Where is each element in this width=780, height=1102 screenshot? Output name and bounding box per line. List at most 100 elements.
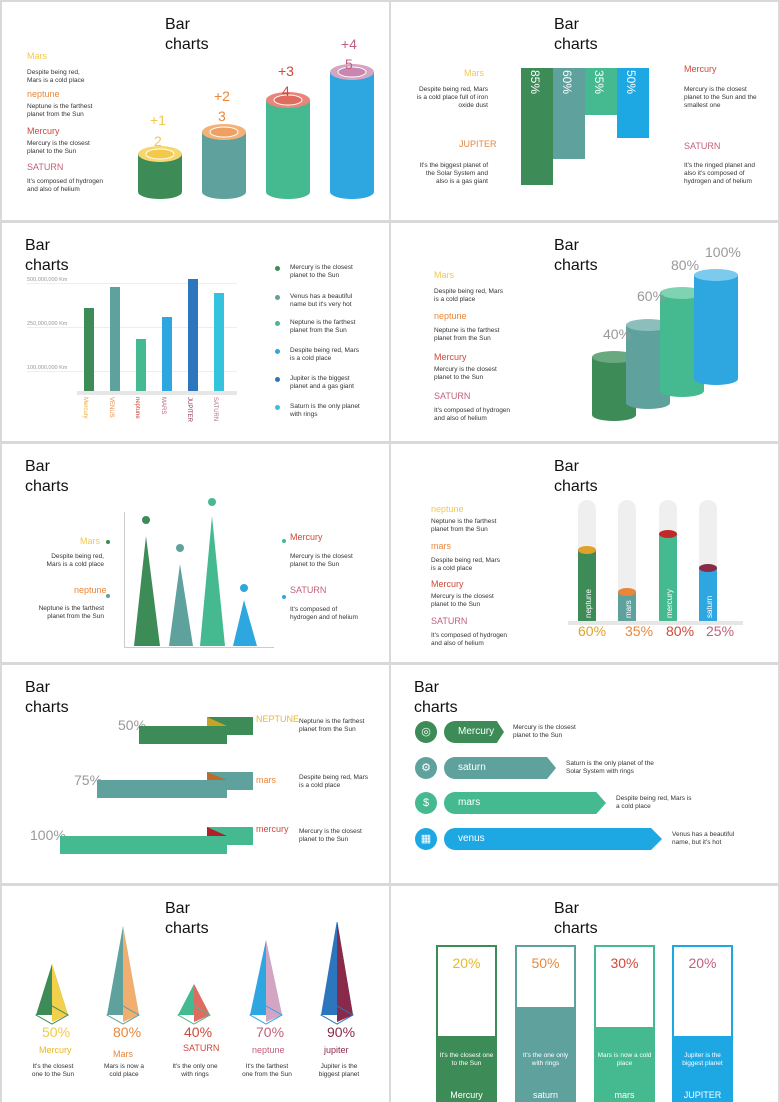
row-desc: Despite being red, Mars is a cold place bbox=[299, 774, 369, 789]
item-name: SATURN bbox=[290, 585, 327, 595]
item-desc: Mercury is the closest planet to the Sun… bbox=[684, 86, 757, 109]
item-desc: Mars is now a cold place bbox=[597, 1052, 652, 1067]
row-desc: Despite being red, Mars is a cold place bbox=[616, 795, 692, 810]
baseline bbox=[77, 391, 237, 395]
y-tick: 100,000,000 Km bbox=[27, 365, 68, 371]
value-label: 25% bbox=[706, 623, 735, 639]
slide-4: Bar charts Mars Despite being red, Mars … bbox=[391, 223, 778, 441]
item-name: mars bbox=[431, 541, 451, 551]
gridline bbox=[27, 371, 237, 372]
item-name: Mars bbox=[464, 68, 484, 78]
row-name: NEPTUNE bbox=[256, 714, 300, 724]
arrow-bar: saturn bbox=[444, 757, 556, 779]
item-name: SATURN bbox=[684, 141, 721, 151]
item-desc: Neptune is the farthest planet from the … bbox=[38, 605, 104, 620]
bar-fill bbox=[672, 1036, 733, 1088]
item-name: Mars bbox=[434, 270, 454, 280]
item-desc: It's the biggest planet of the Solar Sys… bbox=[419, 162, 488, 185]
value-label: 50% bbox=[42, 1024, 71, 1040]
bar-neptune bbox=[136, 339, 146, 391]
item-name: Mercury bbox=[684, 64, 717, 74]
baseline bbox=[568, 621, 743, 625]
value-label: 80% bbox=[666, 623, 695, 639]
slide-7: Bar charts 50% NEPTUNE Neptune is the fa… bbox=[2, 665, 389, 883]
cylinder-chart bbox=[592, 269, 738, 421]
bar-upper bbox=[207, 772, 253, 790]
slide-2: Bar charts Mars Despite being red, Mars … bbox=[391, 2, 778, 220]
item-desc: Mars is now a cold place bbox=[103, 1063, 145, 1078]
bar-3 bbox=[585, 68, 617, 115]
bar-top-label: +1 bbox=[150, 112, 166, 128]
row-desc: Venus has a beautiful name, but it's hot bbox=[672, 831, 735, 846]
slide-title: Bar charts bbox=[414, 679, 458, 716]
item-name: Mercury bbox=[290, 532, 323, 542]
marker-dot bbox=[106, 540, 110, 544]
bar-1 bbox=[521, 68, 553, 185]
item-name: SATURN bbox=[434, 391, 471, 401]
slide-title: Bar charts bbox=[554, 900, 598, 937]
bar-fill bbox=[594, 1027, 655, 1088]
bar-num: 2 bbox=[154, 133, 162, 149]
gears-icon: ⚙ bbox=[415, 757, 437, 779]
bar-num: 3 bbox=[218, 108, 226, 124]
row-desc: Mercury is the closest planet to the Sun bbox=[299, 828, 362, 843]
item-name: neptune bbox=[252, 1045, 285, 1055]
item-desc: Mercury is the closest planet to the Sun bbox=[290, 553, 353, 568]
gridline bbox=[27, 327, 237, 328]
value-label: 40% bbox=[184, 1024, 213, 1040]
legend-text: Mercury is the closest planet to the Sun bbox=[290, 264, 353, 279]
bar-num: 4 bbox=[282, 83, 290, 99]
value-label: 80% bbox=[671, 257, 700, 273]
item-desc: It's composed of hydrogen and of helium bbox=[290, 606, 358, 621]
item-desc: Neptune is the farthest planet from the … bbox=[27, 103, 93, 118]
cylinder-1 bbox=[138, 146, 182, 199]
legend-text: Jupiter is the biggest planet and a gas … bbox=[290, 375, 354, 390]
item-desc: It's composed of hydrogen and also of he… bbox=[434, 407, 511, 422]
bar-label: neptune bbox=[584, 589, 593, 618]
bar-jupiter bbox=[188, 279, 198, 391]
item-name: Mercury bbox=[39, 1045, 72, 1055]
bar-top-label: +3 bbox=[278, 63, 294, 79]
item-name: SATURN bbox=[183, 1043, 220, 1053]
item-name: Mars bbox=[80, 536, 100, 546]
cylinder-2 bbox=[202, 124, 246, 199]
item-desc: It's the ringed planet and also it's com… bbox=[684, 162, 755, 185]
item-name: neptune bbox=[27, 89, 60, 99]
tube-chart: neptune mars mercury saturn bbox=[578, 500, 717, 621]
value-label: 100% bbox=[705, 244, 741, 260]
bar-label: mars bbox=[624, 600, 633, 618]
cylinder-4 bbox=[330, 64, 374, 199]
slide-8: Bar charts ◎ Mercury Mercury is the clos… bbox=[391, 665, 778, 883]
cylinder-3 bbox=[266, 92, 310, 199]
bar-lower bbox=[139, 726, 227, 744]
bar-fold bbox=[207, 717, 227, 726]
slide-title: Bar charts bbox=[554, 237, 598, 274]
target-icon: ◎ bbox=[415, 721, 437, 743]
slide-title: Bar charts bbox=[554, 16, 598, 53]
triangle-1 bbox=[134, 536, 160, 646]
value-label: 35% bbox=[625, 623, 654, 639]
item-desc: Mercury is the closest planet to the Sun bbox=[431, 593, 494, 608]
item-desc: Jupiter is the biggest planet bbox=[318, 1063, 360, 1078]
legend-dot bbox=[275, 321, 280, 326]
marker-dot bbox=[282, 595, 286, 599]
slide-title: Bar charts bbox=[165, 900, 209, 937]
legend-dot bbox=[275, 405, 280, 410]
item-desc: Despite being red, Mars is a cold place … bbox=[416, 86, 488, 109]
slide-title: Bar charts bbox=[25, 458, 69, 495]
x-tick: neptune bbox=[134, 397, 140, 419]
x-tick: JUPITER bbox=[186, 397, 192, 423]
slide-title: Bar charts bbox=[25, 679, 69, 716]
slide-5: Bar charts Mars Despite being red, Mars … bbox=[2, 444, 389, 662]
item-name: saturn bbox=[515, 1088, 576, 1102]
item-desc: Mercury is the closest planet to the Sun bbox=[434, 366, 497, 381]
value-label: 30% bbox=[610, 955, 639, 971]
item-desc: Jupiter is the biggest planet bbox=[682, 1052, 723, 1067]
value-label: 100% bbox=[30, 827, 66, 843]
bar-upper bbox=[207, 717, 253, 735]
cone-chart bbox=[34, 922, 355, 1025]
item-desc: It's the one only with rings bbox=[522, 1052, 569, 1067]
item-name: neptune bbox=[434, 311, 467, 321]
cylinder-chart bbox=[138, 64, 374, 199]
triangle-3 bbox=[200, 516, 225, 646]
